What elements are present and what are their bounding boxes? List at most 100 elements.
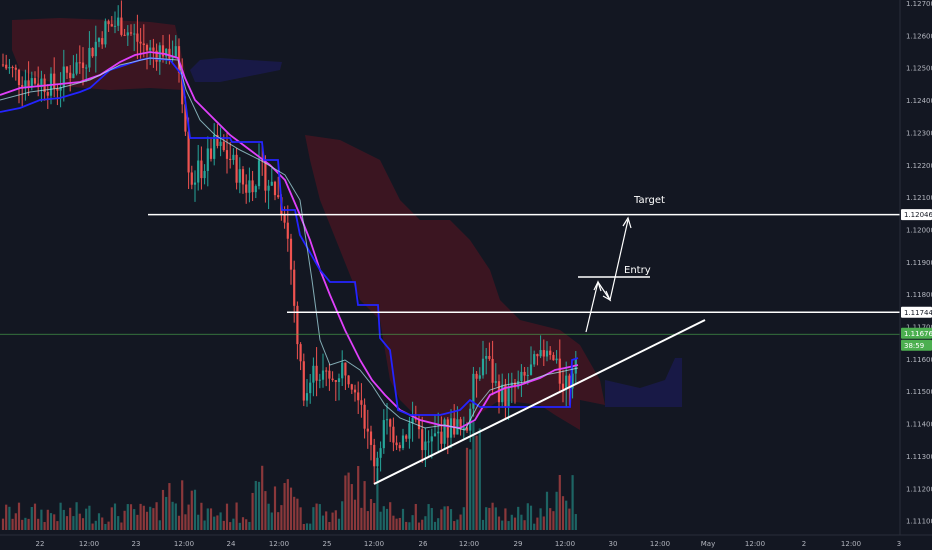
candle-body bbox=[449, 418, 453, 438]
candle-body bbox=[328, 370, 331, 379]
volume-bar bbox=[360, 507, 363, 530]
volume-bar bbox=[539, 508, 542, 530]
volume-bar bbox=[165, 496, 168, 530]
volume-bar bbox=[81, 518, 85, 530]
candle-body bbox=[270, 181, 273, 186]
candle-body bbox=[440, 431, 443, 444]
candle-body bbox=[248, 180, 251, 193]
volume-bar bbox=[17, 502, 21, 530]
candle-body bbox=[289, 238, 293, 270]
candle-body bbox=[267, 185, 270, 191]
candle-body bbox=[187, 131, 190, 173]
volume-bar bbox=[78, 513, 81, 530]
price-tick-label: 1.11800 bbox=[906, 291, 932, 299]
volume-bar bbox=[33, 503, 37, 530]
candle-body bbox=[363, 404, 366, 429]
volume-bar bbox=[101, 517, 104, 530]
candle-body bbox=[14, 67, 17, 70]
candle-body bbox=[357, 392, 360, 401]
time-tick-label: 12:00 bbox=[841, 540, 861, 548]
volume-bar bbox=[171, 501, 174, 530]
volume-bar bbox=[53, 514, 56, 530]
price-tick-label: 1.12700 bbox=[906, 0, 932, 8]
volume-bar bbox=[126, 504, 129, 530]
volume-bar bbox=[152, 508, 155, 530]
volume-bar bbox=[488, 507, 491, 530]
volume-bar bbox=[43, 522, 46, 530]
volume-bar bbox=[280, 505, 283, 530]
candle-body bbox=[222, 141, 225, 151]
volume-bar bbox=[40, 509, 43, 530]
volume-bar bbox=[245, 519, 248, 530]
price-axis[interactable]: 1.12700 1.12600 1.12500 1.12400 1.12300 1.122… bbox=[906, 0, 932, 526]
candle-body bbox=[334, 380, 337, 383]
volume-bar bbox=[357, 466, 360, 530]
candle-body bbox=[219, 141, 222, 146]
volume-bar bbox=[328, 521, 331, 530]
volume-bar bbox=[187, 504, 190, 530]
candle-body bbox=[65, 66, 69, 73]
candle-body bbox=[69, 72, 72, 79]
candle-body bbox=[165, 48, 168, 57]
volume-bar bbox=[571, 475, 574, 530]
price-tick-label: 1.11500 bbox=[906, 388, 932, 396]
price-tick-label: 1.11300 bbox=[906, 453, 932, 461]
price-badge-text: 1.11744 bbox=[904, 309, 932, 317]
candle-body bbox=[152, 47, 155, 51]
candle-body bbox=[113, 25, 117, 27]
price-tick-label: 1.12500 bbox=[906, 65, 932, 73]
volume-bar bbox=[430, 508, 433, 530]
candle-body bbox=[190, 172, 193, 185]
candle-body bbox=[405, 435, 408, 439]
volume-bar bbox=[88, 505, 91, 530]
volume-bar bbox=[472, 422, 475, 530]
volume-bar bbox=[302, 523, 305, 530]
volume-bar bbox=[129, 504, 133, 530]
cloud-bear-2 bbox=[305, 135, 605, 430]
volume-bar bbox=[305, 523, 309, 530]
volume-bar bbox=[568, 508, 571, 530]
volume-bar bbox=[417, 522, 421, 530]
candle-body bbox=[8, 67, 11, 69]
volume-bar bbox=[235, 502, 238, 530]
candle-body bbox=[59, 87, 62, 91]
candle-body bbox=[312, 365, 315, 383]
price-tick-label: 1.11600 bbox=[906, 356, 932, 364]
volume-bar bbox=[37, 518, 40, 530]
time-tick-label: 24 bbox=[227, 540, 236, 548]
volume-bar bbox=[555, 491, 558, 530]
candle-body bbox=[241, 169, 245, 185]
candle-body bbox=[504, 384, 507, 407]
volume-bar bbox=[456, 519, 459, 530]
ichimoku-cloud bbox=[12, 18, 682, 430]
time-tick-label: 12:00 bbox=[364, 540, 384, 548]
candle-body bbox=[318, 379, 321, 381]
candle-body bbox=[168, 48, 171, 59]
candle-body bbox=[561, 383, 565, 390]
volume-bar bbox=[401, 508, 405, 530]
candle-body bbox=[491, 358, 494, 383]
candle-body bbox=[142, 43, 145, 46]
candle-body bbox=[53, 73, 56, 89]
cloud-bear-1 bbox=[12, 18, 185, 90]
volume-bar bbox=[565, 500, 568, 530]
candle-body bbox=[462, 427, 465, 430]
volume-bar bbox=[331, 512, 334, 530]
candle-body bbox=[5, 64, 8, 69]
time-axis[interactable]: 22 12:00 23 12:00 24 12:00 25 12:00 26 12:00 29 12:… bbox=[36, 540, 902, 548]
candle-body bbox=[392, 426, 395, 443]
volume-bar bbox=[462, 507, 465, 530]
candle-body bbox=[97, 38, 101, 42]
volume-bar bbox=[14, 513, 17, 530]
volume-bar bbox=[110, 507, 113, 530]
volume-bar bbox=[184, 514, 187, 530]
volume-bar bbox=[72, 516, 75, 530]
candle-body bbox=[376, 457, 379, 467]
candle-body bbox=[254, 186, 257, 193]
candle-body bbox=[366, 428, 369, 432]
candle-body bbox=[350, 384, 353, 390]
volume-bar bbox=[277, 512, 280, 530]
price-badge-text: 1.12046 bbox=[904, 211, 932, 219]
candle-body bbox=[75, 62, 78, 74]
